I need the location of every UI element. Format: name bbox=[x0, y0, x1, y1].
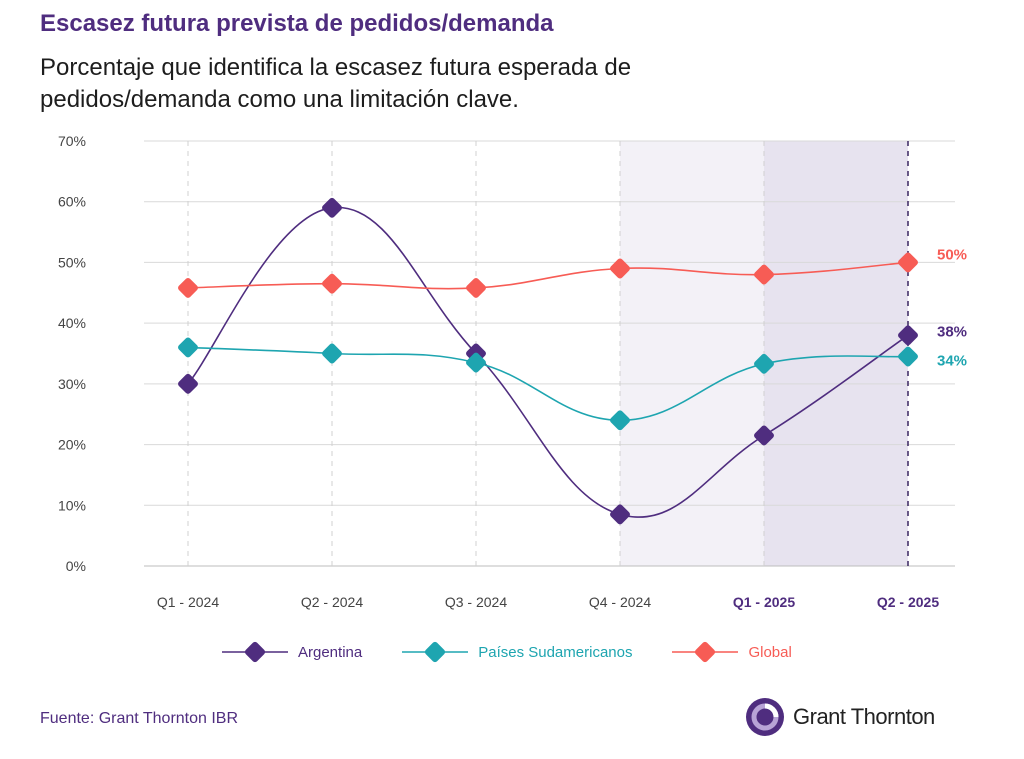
line-chart: 0% 10% 20% 30% 40% 50% 60% 70% Q1 - 2024 Q2 - 20… bbox=[58, 133, 967, 610]
x-tick-label: Q1 - 2025 bbox=[733, 594, 795, 610]
x-tick-label: Q2 - 2024 bbox=[301, 594, 363, 610]
data-point bbox=[898, 346, 918, 367]
data-point bbox=[610, 504, 630, 525]
data-point bbox=[178, 337, 198, 358]
y-tick-label: 70% bbox=[58, 133, 86, 149]
series-line bbox=[187, 206, 909, 518]
legend-label: Global bbox=[748, 643, 792, 661]
series-line bbox=[187, 346, 909, 422]
y-tick-label: 10% bbox=[58, 497, 86, 513]
shaded-periods bbox=[620, 141, 908, 566]
legend-swatch bbox=[402, 641, 469, 663]
legend-swatch bbox=[222, 641, 288, 663]
logo-text: Grant Thornton bbox=[793, 704, 935, 729]
y-tick-label: 30% bbox=[58, 376, 86, 392]
legend-swatch bbox=[672, 641, 739, 663]
data-point bbox=[466, 352, 486, 373]
x-tick-label: Q4 - 2024 bbox=[589, 594, 651, 610]
series-line bbox=[187, 261, 909, 290]
source-note: Fuente: Grant Thornton IBR bbox=[40, 710, 239, 727]
data-point bbox=[898, 252, 918, 273]
data-point bbox=[754, 353, 774, 374]
series-end-label: 38% bbox=[937, 323, 967, 340]
y-tick-label: 40% bbox=[58, 315, 86, 331]
x-tick-label: Q1 - 2024 bbox=[157, 594, 219, 610]
y-tick-label: 20% bbox=[58, 437, 86, 453]
legend-item: Países Sudamericanos bbox=[402, 640, 632, 664]
series-end-label: 50% bbox=[937, 246, 967, 263]
y-tick-label: 60% bbox=[58, 194, 86, 210]
data-point bbox=[610, 410, 630, 431]
chart-subtitle: Porcentaje que identifica la escasez fut… bbox=[40, 54, 632, 113]
data-point bbox=[178, 277, 198, 298]
x-tick-label: Q2 - 2025 bbox=[877, 594, 939, 610]
y-axis-ticks: 0% 10% 20% 30% 40% 50% 60% 70% bbox=[58, 133, 86, 574]
legend-label: Argentina bbox=[298, 643, 363, 661]
data-point bbox=[466, 277, 486, 298]
series-end-label: 34% bbox=[937, 353, 967, 370]
series-points bbox=[178, 197, 918, 525]
x-axis-ticks: Q1 - 2024 Q2 - 2024 Q3 - 2024 Q4 - 2024 Q1 -… bbox=[157, 594, 939, 610]
legend-label: Países Sudamericanos bbox=[478, 643, 633, 661]
data-point bbox=[898, 325, 918, 346]
data-point bbox=[754, 425, 774, 446]
series-end-labels: 38% 34% 50% bbox=[937, 246, 967, 369]
y-tick-label: 0% bbox=[66, 558, 86, 574]
shaded-region bbox=[764, 141, 908, 566]
chart-legend: Argentina Países Sudamericanos Global bbox=[222, 640, 832, 664]
data-point bbox=[178, 373, 198, 394]
x-tick-label: Q3 - 2024 bbox=[445, 594, 507, 610]
y-tick-label: 50% bbox=[58, 254, 86, 270]
grant-thornton-logo-icon bbox=[746, 698, 784, 736]
data-point bbox=[610, 258, 630, 279]
legend-item: Argentina bbox=[222, 640, 362, 664]
brand-logo: Grant Thornton bbox=[745, 697, 935, 737]
series-lines bbox=[187, 206, 909, 518]
chart-title: Escasez futura prevista de pedidos/deman… bbox=[40, 10, 554, 37]
data-point bbox=[322, 197, 342, 218]
shaded-region bbox=[620, 141, 764, 566]
data-point bbox=[322, 343, 342, 364]
legend-item: Global bbox=[672, 640, 792, 664]
data-point bbox=[322, 273, 342, 294]
data-point bbox=[754, 264, 774, 285]
